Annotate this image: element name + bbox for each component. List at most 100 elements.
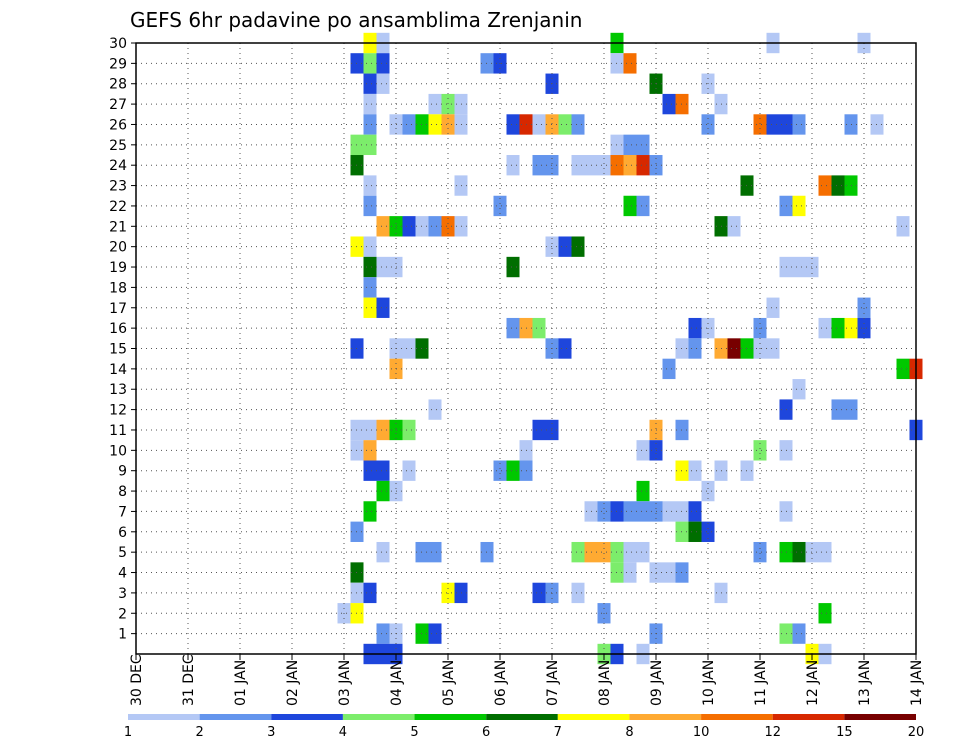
heatmap-cell — [792, 256, 806, 278]
x-tick-label: 05 JAN — [441, 660, 457, 706]
heatmap-cell — [571, 236, 585, 257]
x-tick-label: 30 DEC — [129, 654, 145, 706]
heatmap-cell — [636, 134, 650, 156]
legend-label: 7 — [554, 725, 562, 740]
heatmap-cell — [571, 155, 585, 176]
heatmap-cell — [636, 501, 650, 522]
heatmap-cell — [623, 155, 637, 176]
heatmap-cell — [363, 297, 377, 318]
heatmap-cell — [532, 155, 546, 176]
heatmap-cell — [792, 623, 806, 644]
heatmap-cell — [363, 73, 377, 94]
heatmap-cell — [831, 175, 845, 196]
y-tick-label: 1 — [118, 627, 127, 643]
heatmap-cell — [792, 541, 806, 563]
heatmap-cell — [558, 236, 572, 257]
heatmap-cell — [363, 236, 377, 257]
heatmap-cell — [636, 541, 650, 563]
y-tick-label: 8 — [118, 484, 127, 500]
heatmap-cell — [636, 440, 650, 461]
heatmap-cell — [818, 175, 832, 196]
y-tick-label: 26 — [109, 117, 127, 133]
heatmap-cell — [753, 440, 767, 461]
x-tick-label: 06 JAN — [493, 660, 509, 706]
heatmap-cell — [376, 256, 390, 278]
heatmap-cell — [376, 419, 390, 441]
y-tick-label: 16 — [109, 321, 127, 337]
chart-title: GEFS 6hr padavine po ansamblima Zrenjani… — [130, 8, 582, 32]
heatmap-cell — [493, 460, 507, 481]
heatmap-cell — [428, 623, 442, 644]
heatmap-cell — [428, 399, 442, 420]
heatmap-cell — [363, 93, 377, 115]
heatmap-cell — [428, 541, 442, 563]
x-tick-label: 09 JAN — [649, 660, 665, 706]
legend-swatch — [772, 714, 845, 720]
legend-label: 12 — [764, 725, 781, 740]
legend-label: 6 — [482, 725, 490, 740]
dotted-grid — [135, 42, 917, 654]
heatmap-cell — [558, 114, 572, 135]
y-tick-label: 6 — [118, 525, 127, 541]
heatmap-cell — [428, 216, 442, 237]
heatmap-cell — [597, 541, 611, 563]
heatmap-cell — [441, 216, 455, 237]
heatmap-cell — [558, 338, 572, 359]
heatmap-cell — [532, 582, 546, 604]
heatmap-cell — [506, 460, 520, 481]
x-tick-label: 11 JAN — [753, 660, 769, 706]
y-tick-label: 28 — [109, 77, 127, 93]
heatmap-cell — [727, 338, 741, 359]
legend-label: 3 — [267, 725, 275, 740]
heatmap-cell — [363, 195, 377, 217]
heatmap-cell — [402, 460, 416, 481]
legend-swatch — [557, 714, 630, 720]
heatmap-cell — [532, 419, 546, 441]
legend-swatch — [844, 714, 916, 720]
heatmap-cell — [818, 541, 832, 563]
y-tick-label: 9 — [118, 464, 127, 480]
color-legend: 1 2 3 4 5 6 7 8 10 12 15 20 — [124, 714, 924, 740]
legend-label: 15 — [836, 725, 853, 740]
y-tick-label: 17 — [109, 301, 127, 317]
legend-label: 10 — [693, 725, 710, 740]
y-tick-label: 5 — [118, 545, 127, 561]
heatmap-cell — [376, 623, 390, 644]
x-tick-label: 13 JAN — [857, 660, 873, 706]
heatmap-cell — [623, 501, 637, 522]
heatmap-cell — [597, 501, 611, 522]
heatmap-cell — [402, 419, 416, 441]
heatmap-cell — [363, 114, 377, 135]
heatmap-cell — [363, 460, 377, 481]
y-tick-label: 3 — [118, 586, 127, 602]
heatmap-cell — [376, 460, 390, 481]
heatmap-cell — [506, 114, 520, 135]
legend-swatch — [701, 714, 773, 720]
x-tick-label: 02 JAN — [285, 660, 301, 706]
legend-swatch — [629, 714, 702, 720]
heatmap-cell — [376, 216, 390, 237]
heatmap-cell — [402, 216, 416, 237]
y-tick-label: 18 — [109, 280, 127, 296]
heatmap-cell — [662, 562, 676, 583]
legend-swatch — [486, 714, 558, 720]
heatmap-cell — [441, 582, 455, 604]
legend-swatch — [414, 714, 487, 720]
heatmap-cell — [363, 175, 377, 196]
legend-label: 20 — [908, 725, 925, 740]
heatmap-cell — [688, 501, 702, 522]
legend-swatch — [128, 714, 200, 720]
heatmap-cell — [363, 440, 377, 461]
heatmap-cell — [792, 114, 806, 135]
heatmap-cell — [636, 480, 650, 502]
heatmap-cell — [753, 541, 767, 563]
heatmap-cell — [623, 134, 637, 156]
y-tick-label: 14 — [109, 362, 127, 378]
y-tick-label: 19 — [109, 260, 127, 276]
legend-swatch — [199, 714, 272, 720]
heatmap-cell — [753, 114, 767, 135]
heatmap-cell — [662, 93, 676, 115]
y-tick-label: 30 — [109, 36, 127, 52]
heatmap-cell — [688, 338, 702, 359]
y-tick-label: 10 — [109, 443, 127, 459]
